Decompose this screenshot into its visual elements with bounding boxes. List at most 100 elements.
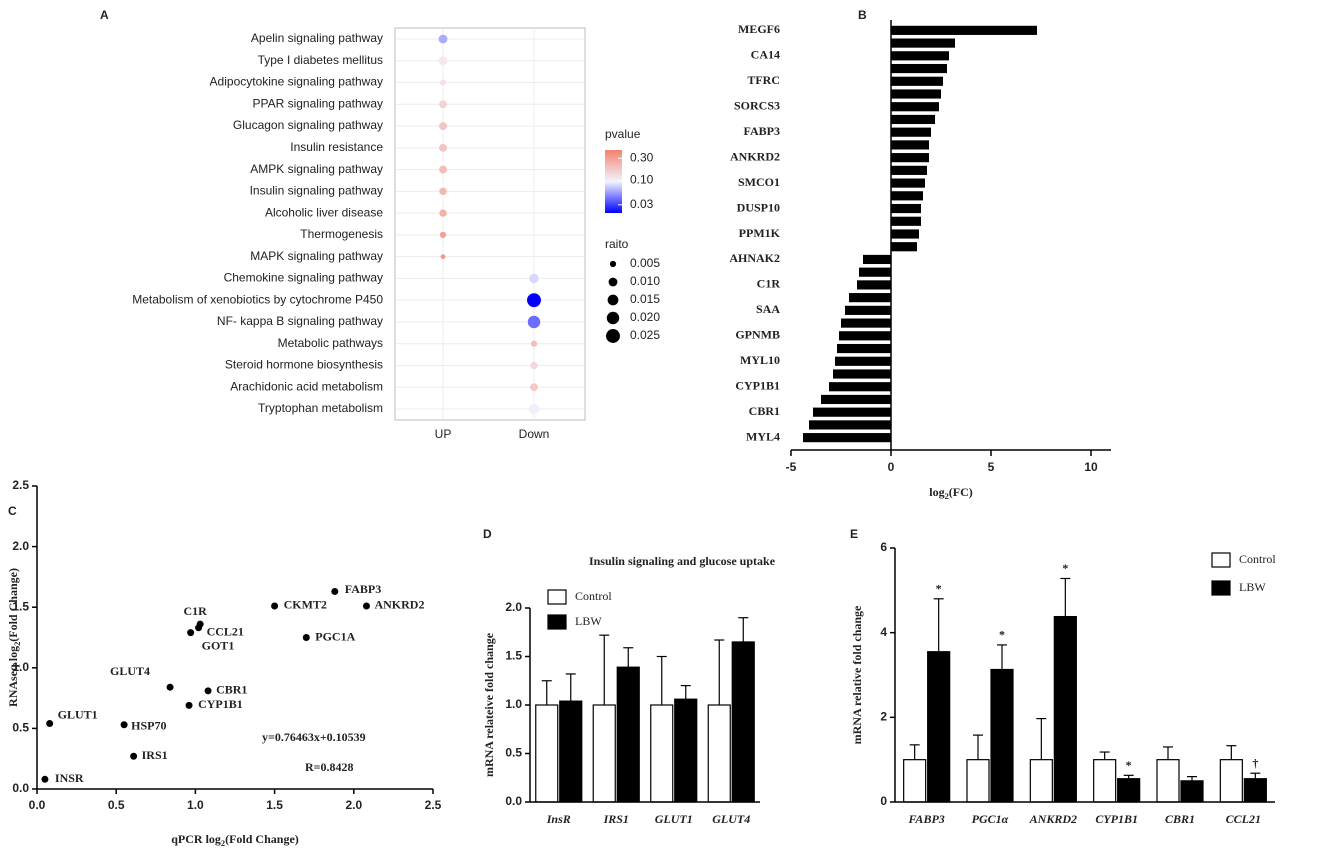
point-label: IRS1 [142, 748, 168, 762]
bar [674, 698, 698, 803]
y-tick-label: 2 [880, 710, 887, 724]
x-tick-label: -5 [786, 460, 797, 474]
size-label: 0.015 [630, 292, 660, 306]
legend-label: Control [575, 589, 612, 603]
point [41, 775, 49, 783]
y-axis-label-part: RNAseq log [6, 646, 20, 707]
bar [821, 394, 891, 405]
bar [966, 759, 990, 803]
size-key [606, 329, 620, 343]
bar [650, 704, 674, 803]
y-tick-label: 0.5 [505, 746, 522, 760]
bar [829, 382, 891, 392]
y-tick-label: 0.0 [505, 794, 522, 808]
y-tick-label: MAPK signaling pathway [250, 249, 383, 263]
x-tick-label: 2.5 [425, 798, 442, 812]
bar [863, 254, 891, 265]
x-tick-label: 0 [888, 460, 895, 474]
y-tick-label: CA14 [751, 48, 780, 62]
point-label: CYP1B1 [198, 697, 243, 711]
x-tick-label: 5 [988, 460, 995, 474]
size-key [608, 277, 618, 287]
bar [891, 216, 921, 226]
bar [809, 420, 891, 430]
y-tick-label: Arachidonic acid metabolism [230, 379, 383, 393]
y-tick-label: MEGF6 [738, 22, 780, 36]
colorbar-label: 0.03 [630, 197, 654, 211]
y-axis-label: mRNA relateive fold change [482, 632, 496, 777]
point [362, 602, 370, 610]
y-tick-label: 6 [880, 540, 887, 554]
significance: * [936, 582, 942, 596]
bar [990, 668, 1014, 803]
x-tick-label: 2.0 [345, 798, 362, 812]
x-axis-label: qPCR log2(Fold Change) [171, 832, 299, 849]
dot [529, 273, 539, 284]
y-tick-label: C1R [757, 277, 781, 291]
y-tick-label: Alcoholic liver disease [265, 205, 383, 219]
panel-letter: D [483, 527, 492, 541]
bar [891, 140, 929, 150]
y-tick-label: 1.5 [505, 649, 522, 663]
y-tick-label: 1.0 [12, 660, 29, 674]
dot [440, 254, 446, 260]
point [302, 634, 310, 641]
bar [1219, 759, 1243, 803]
point-label: FABP3 [345, 582, 381, 596]
point-label: C1R [183, 604, 207, 618]
bar [731, 641, 755, 803]
annotation: y=0.76463x+0.10539 [262, 730, 366, 744]
size-key [609, 260, 617, 268]
x-axis-label-part: log [929, 485, 944, 499]
bar [837, 343, 891, 354]
dot [527, 293, 541, 308]
point [185, 701, 193, 709]
y-tick-label: SAA [756, 302, 780, 316]
bar [841, 318, 891, 328]
point-label: GLUT4 [110, 664, 150, 678]
x-tick-label: UP [435, 427, 452, 441]
bar [1093, 759, 1117, 803]
dot [530, 340, 538, 347]
legend-title: raito [605, 237, 629, 251]
legend-label: LBW [1239, 580, 1266, 594]
size-label: 0.010 [630, 274, 660, 288]
y-tick-label: SORCS3 [734, 98, 780, 112]
x-tick-label: PGC1α [972, 812, 1009, 826]
bar [849, 293, 891, 303]
x-axis-label-part: (FC) [949, 485, 973, 499]
bar [1053, 615, 1077, 803]
y-tick-label: Glucagon signaling pathway [233, 118, 383, 132]
dot [530, 361, 538, 370]
size-label: 0.020 [630, 310, 660, 324]
x-axis-label: log2(FC) [929, 485, 973, 502]
x-axis-label-part: (Fold Change) [225, 832, 299, 846]
bar [891, 178, 925, 188]
colorbar [605, 150, 622, 213]
y-tick-label: MYL10 [740, 353, 780, 367]
point-label: HSP70 [131, 719, 166, 733]
x-axis-label-part: 2 [945, 492, 949, 501]
point-label: ANKRD2 [374, 598, 424, 612]
y-tick-label: Insulin resistance [290, 140, 383, 154]
point-label: CCL21 [207, 625, 244, 639]
y-tick-label: 2.5 [12, 478, 29, 492]
panel-letter: B [858, 8, 867, 22]
legend-swatch [547, 614, 567, 630]
y-tick-label: PPM1K [739, 226, 781, 240]
y-tick-label: Adipocytokine signaling pathway [210, 75, 383, 89]
y-tick-label: CBR1 [749, 404, 780, 418]
point [271, 602, 279, 610]
bar [1117, 778, 1141, 803]
y-tick-label: AHNAK2 [729, 251, 780, 265]
y-tick-label: 2.0 [12, 539, 29, 553]
y-tick-label: NF- kappa B signaling pathway [217, 314, 383, 328]
bar [1156, 759, 1180, 803]
y-tick-label: TFRC [747, 73, 780, 87]
bar [891, 229, 919, 239]
y-tick-label: Insulin signaling pathway [250, 184, 383, 198]
y-axis-label: mRNA relative fold change [850, 605, 864, 744]
chart-title: Insulin signaling and glucose uptake [589, 554, 776, 568]
annotation: R=0.8428 [305, 760, 354, 774]
bar [857, 280, 891, 290]
